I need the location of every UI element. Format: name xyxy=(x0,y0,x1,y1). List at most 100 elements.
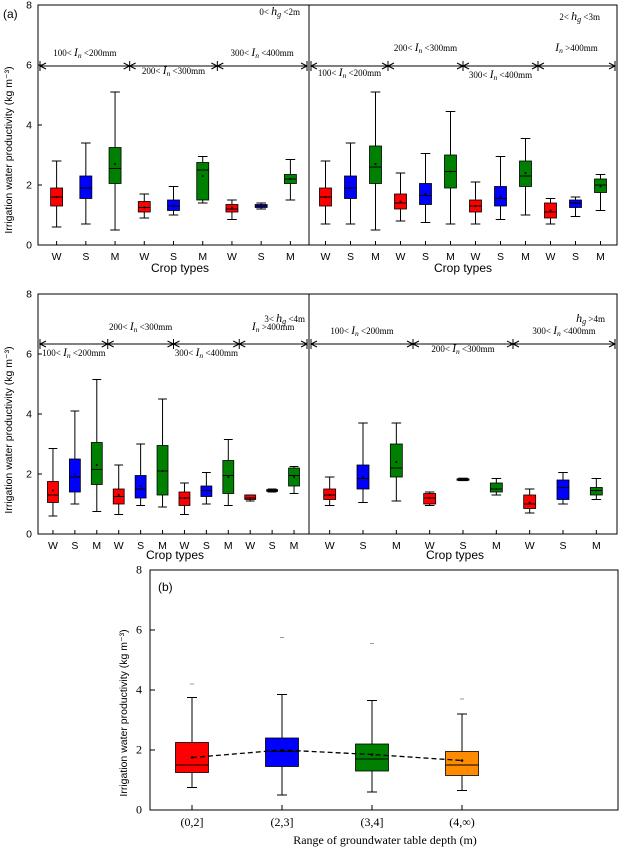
arrow-head-left xyxy=(128,62,136,70)
x-tick-label: M xyxy=(92,540,101,552)
mean-trend-line xyxy=(191,749,463,762)
mean-point xyxy=(349,187,352,189)
x-tick-label: W xyxy=(471,251,481,263)
depth-range-label: 3< hg <4m xyxy=(264,311,305,326)
panel-frame xyxy=(308,4,618,246)
x-tick-label: (2,3] xyxy=(271,815,294,829)
irrigation-range-label: 200< In <300mm xyxy=(394,42,457,55)
x-tick-label: W xyxy=(52,251,62,263)
x-tick-label: W xyxy=(139,251,149,263)
mean-point xyxy=(399,200,402,203)
mean-point xyxy=(84,187,87,189)
x-tick-label: S xyxy=(497,251,504,263)
x-tick-label: W xyxy=(396,251,406,263)
x-axis-label-1: Crop types xyxy=(151,261,209,275)
y-tick-label: 4 xyxy=(26,409,32,421)
arrow-head-left xyxy=(411,340,420,348)
mean-point xyxy=(73,473,76,475)
mean-point xyxy=(55,196,58,198)
x-tick-label: W xyxy=(114,540,124,552)
y-tick-label: 2 xyxy=(26,180,32,192)
arrow-head-left xyxy=(106,340,114,348)
mean-point xyxy=(324,196,327,198)
x-tick-label: (4,∞) xyxy=(449,815,475,829)
y-axis-label-b: Irrigation water productivity (kg m⁻³) xyxy=(118,629,130,796)
depth-range-label: 0< hg <2m xyxy=(259,4,300,19)
y-tick-label: 8 xyxy=(26,289,32,301)
x-tick-label: W xyxy=(321,251,331,263)
arrow-head-right xyxy=(608,62,617,70)
x-tick-label: M xyxy=(596,251,605,263)
x-axis-label-4: Crop types xyxy=(426,548,484,562)
x-tick-label: W xyxy=(325,540,335,552)
box-W xyxy=(47,481,59,503)
x-tick-label: W xyxy=(546,251,556,263)
arrow-head-left xyxy=(38,340,47,348)
y-tick-label: 8 xyxy=(26,0,32,12)
y-tick-label: 6 xyxy=(26,349,32,361)
x-axis-label-b: Range of groundwater table depth (m) xyxy=(293,833,477,847)
x-tick-label: S xyxy=(459,540,466,552)
x-tick-label: W xyxy=(525,540,535,552)
mean-point xyxy=(428,497,431,499)
mean-point xyxy=(280,748,284,752)
mean-point xyxy=(460,759,464,762)
mean-point xyxy=(51,489,54,492)
mean-point xyxy=(474,205,477,207)
mean-point xyxy=(424,193,427,195)
mean-point xyxy=(289,178,292,180)
box-M xyxy=(108,147,122,184)
mean-point xyxy=(95,464,98,466)
x-tick-label: M xyxy=(492,540,501,552)
x-tick-label: M xyxy=(158,540,167,552)
irrigation-range-label: 300< In <400mm xyxy=(532,325,595,338)
arrow-head-right xyxy=(300,340,309,348)
x-tick-label: W xyxy=(48,540,58,552)
mean-point xyxy=(462,478,464,481)
mean-point xyxy=(161,470,164,472)
x-tick-label: W xyxy=(227,251,237,263)
mean-point xyxy=(549,209,552,212)
irrigation-range-label: 200< In <300mm xyxy=(431,343,494,356)
x-axis-label-2: Crop types xyxy=(434,261,492,275)
arrow-head-left xyxy=(38,62,47,70)
mean-point xyxy=(114,163,117,165)
irrigation-range-label: In >400mm xyxy=(251,321,294,334)
panel-a-label: (a) xyxy=(3,7,18,21)
x-tick-label: M xyxy=(446,251,455,263)
irrigation-range-label: 100< In <200mm xyxy=(53,47,116,60)
x-tick-label: M xyxy=(592,540,601,552)
x-tick-label: M xyxy=(286,251,295,263)
y-axis-label-mid: Irrigation water productivity (kg m⁻³) xyxy=(3,346,15,513)
x-tick-label: W xyxy=(425,540,435,552)
depth-range-label: 2< hg <3m xyxy=(559,9,600,24)
x-tick-label: M xyxy=(198,251,207,263)
mean-point xyxy=(328,494,331,496)
arrow-head-right xyxy=(300,62,309,70)
arrow-head-left xyxy=(386,62,395,70)
mean-point xyxy=(271,489,274,492)
x-tick-label: S xyxy=(422,251,429,263)
box-depth xyxy=(265,737,299,767)
mean-point xyxy=(249,497,252,499)
x-tick-label: W xyxy=(245,540,255,552)
box-S xyxy=(556,479,570,500)
irrigation-range-label: 300< In <400mm xyxy=(231,47,294,60)
x-axis-label-3: Crop types xyxy=(146,548,204,562)
y-tick-label: 0 xyxy=(26,529,32,541)
mean-point xyxy=(562,486,564,489)
x-tick-label: M xyxy=(224,540,233,552)
x-tick-label: S xyxy=(137,540,144,552)
mean-point xyxy=(230,206,233,209)
mean-point xyxy=(370,753,374,756)
arrow-head-left xyxy=(238,340,246,348)
irrigation-range-label: 200< In <300mm xyxy=(109,321,172,334)
mean-point xyxy=(528,501,531,504)
y-tick-label: 0 xyxy=(136,803,142,817)
mean-point xyxy=(190,756,194,759)
box-depth xyxy=(445,751,479,776)
mean-point xyxy=(499,196,502,198)
x-tick-label: S xyxy=(347,251,354,263)
mean-point xyxy=(139,485,142,487)
